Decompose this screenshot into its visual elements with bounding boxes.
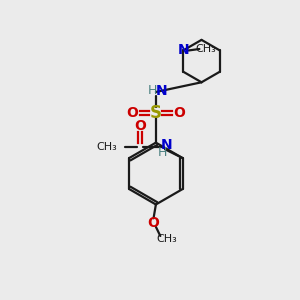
Text: O: O [126,106,138,120]
Text: N: N [155,83,167,98]
Text: H: H [148,84,157,97]
Text: O: O [134,119,146,133]
Text: N: N [177,44,189,58]
Text: CH₃: CH₃ [196,44,216,54]
Text: S: S [150,104,162,122]
Text: N: N [161,138,172,152]
Text: H: H [158,146,168,159]
Text: O: O [147,216,159,230]
Text: O: O [173,106,185,120]
Text: CH₃: CH₃ [156,234,177,244]
Text: CH₃: CH₃ [97,142,118,152]
